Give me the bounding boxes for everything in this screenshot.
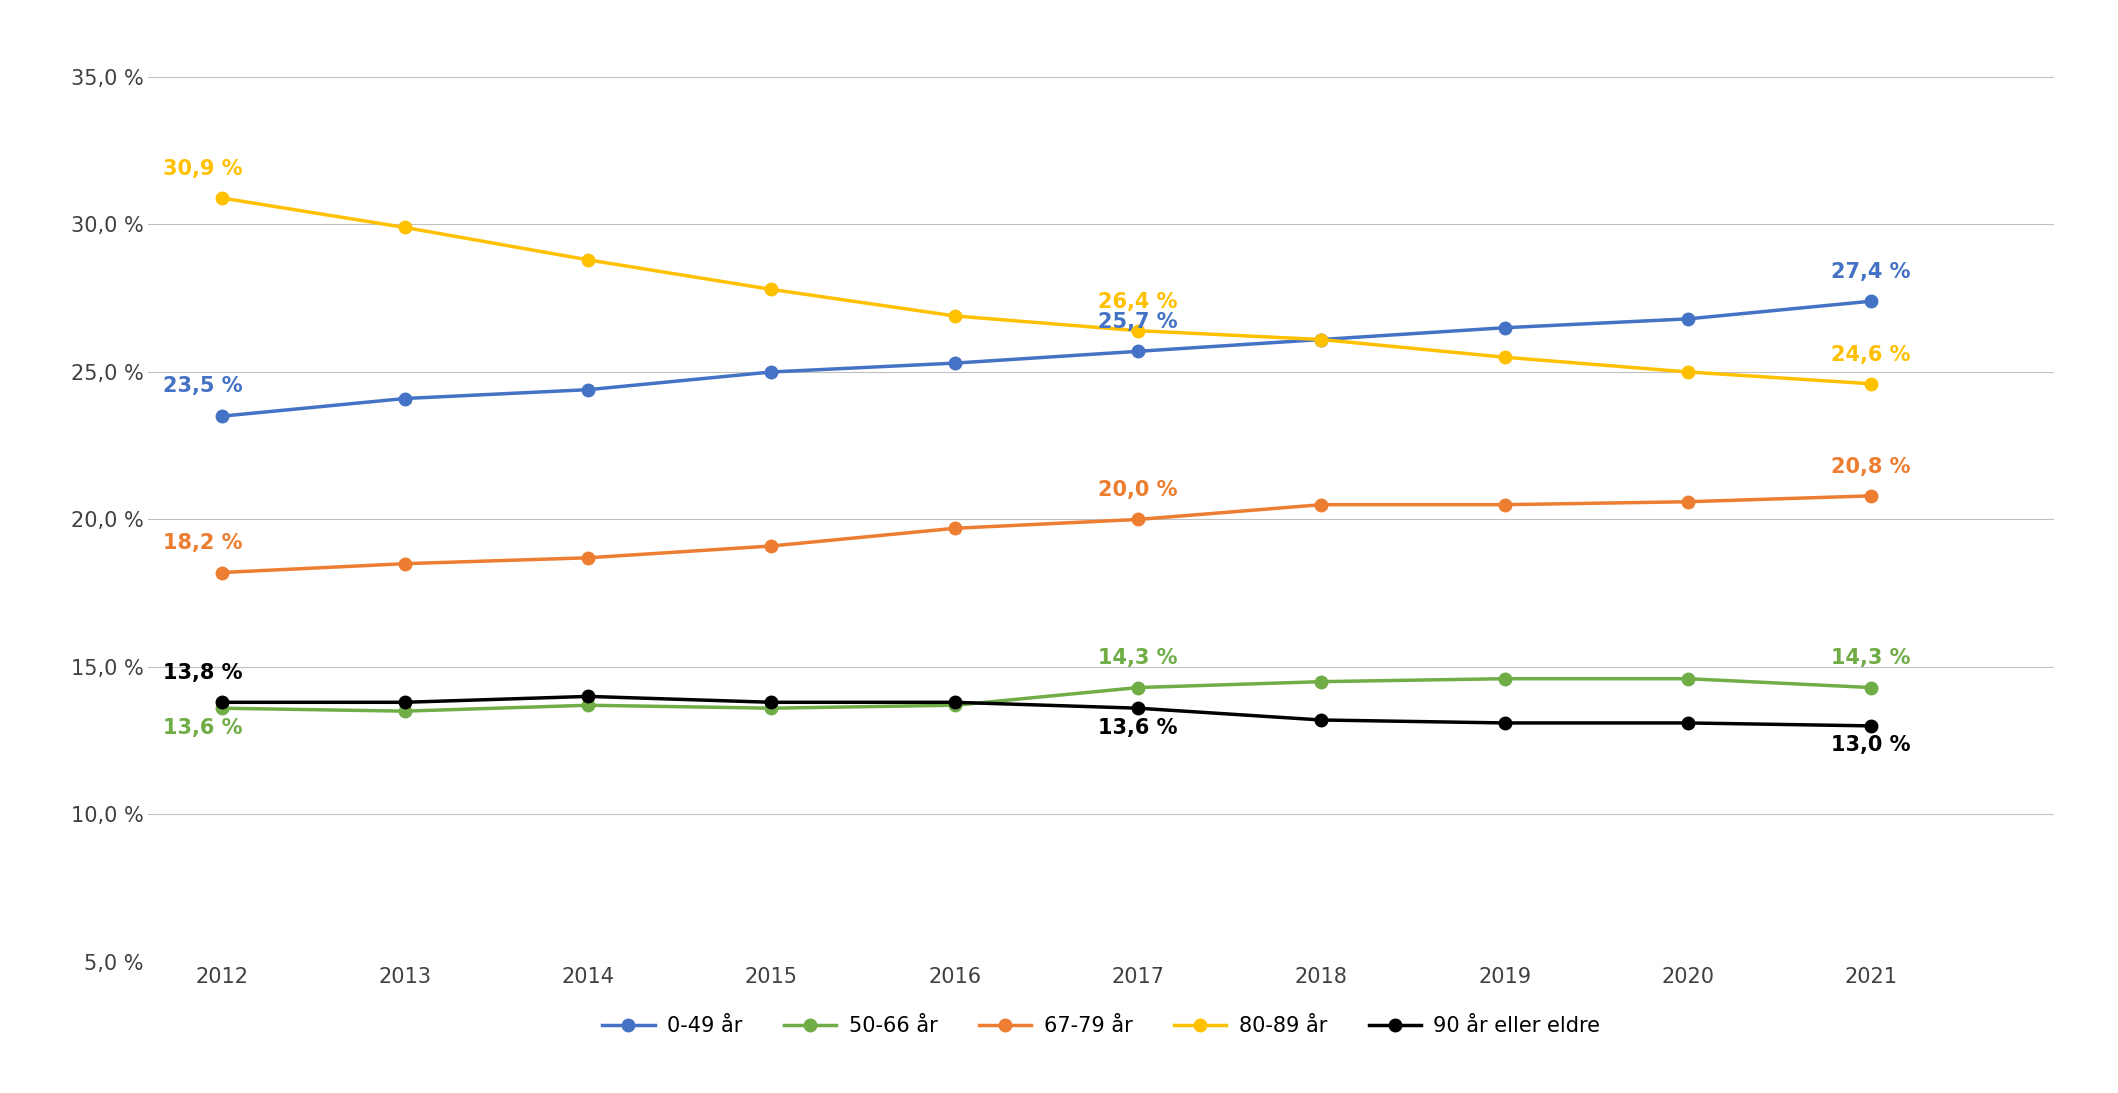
Legend: 0-49 år, 50-66 år, 67-79 år, 80-89 år, 90 år eller eldre: 0-49 år, 50-66 år, 67-79 år, 80-89 år, 9… — [595, 1008, 1608, 1044]
Text: 20,8 %: 20,8 % — [1832, 457, 1910, 477]
Text: 14,3 %: 14,3 % — [1832, 648, 1910, 669]
Text: 27,4 %: 27,4 % — [1832, 262, 1910, 282]
Text: 23,5 %: 23,5 % — [163, 376, 244, 396]
Text: 30,9 %: 30,9 % — [163, 158, 244, 179]
Text: 13,8 %: 13,8 % — [163, 663, 244, 683]
Text: 18,2 %: 18,2 % — [163, 533, 244, 553]
Text: 26,4 %: 26,4 % — [1099, 292, 1178, 312]
Text: 13,0 %: 13,0 % — [1832, 736, 1910, 755]
Text: 13,6 %: 13,6 % — [1099, 718, 1178, 738]
Text: 14,3 %: 14,3 % — [1099, 648, 1178, 669]
Text: 20,0 %: 20,0 % — [1099, 480, 1178, 501]
Text: 13,6 %: 13,6 % — [163, 718, 244, 738]
Text: 24,6 %: 24,6 % — [1832, 344, 1910, 365]
Text: 25,7 %: 25,7 % — [1099, 313, 1178, 332]
